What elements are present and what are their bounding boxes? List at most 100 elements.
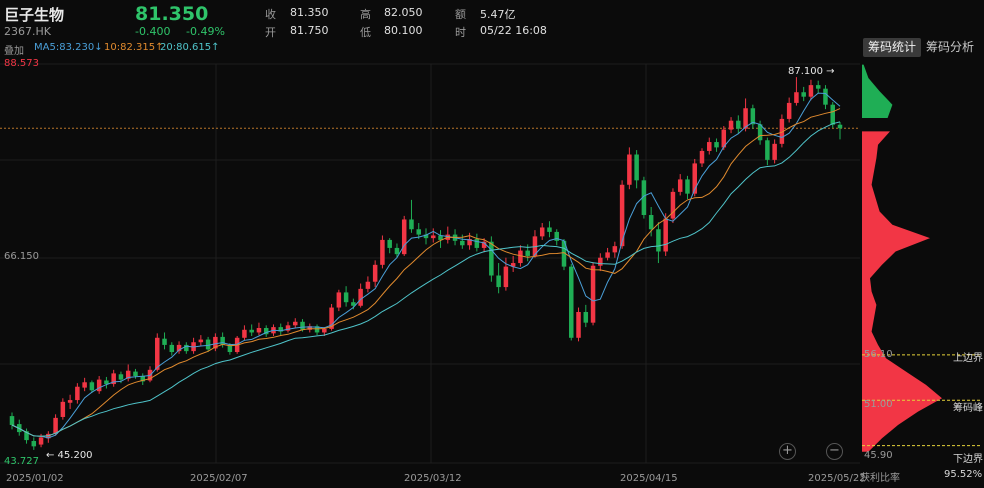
candle-body [605,252,610,258]
candle-body [125,370,131,379]
candle-body [576,311,581,338]
candle-body [598,257,603,266]
candle-body [242,329,247,338]
candle-body [815,85,821,89]
candle-body [721,129,727,148]
candle-body [372,264,378,282]
candle-body [293,321,298,326]
candle-body [380,239,385,265]
stat-label-turnover: 额 [455,8,466,21]
date-label-4: 2025/05/22 [808,473,866,484]
candle-body [663,218,668,252]
candle-body [794,92,799,103]
candle-body [111,373,116,385]
candle-body [227,344,233,353]
ma20-line [11,121,841,437]
candle-body [685,179,690,194]
candle-body [619,184,625,247]
overlay-label[interactable]: 叠加 [4,46,24,57]
chip-peak-value: 51.00 [864,399,893,410]
candle-body [431,235,436,239]
tab-chip-stats[interactable]: 筹码统计 [863,38,922,57]
candle-body [692,163,697,194]
candle-body [786,102,792,119]
price-axis-mid: 66.150 [4,251,39,262]
candle-body [677,179,683,192]
chip-peak-label: 筹码峰 [953,403,983,414]
candle-body [707,142,712,151]
candle-body [162,338,167,345]
candle-body [155,337,160,370]
candle-body [343,292,349,303]
candle-body [24,431,29,441]
candle-body [213,336,218,349]
candle-body [329,307,334,329]
date-label-2: 2025/03/12 [404,473,462,484]
candle-body [830,104,835,125]
candle-body [801,92,806,97]
upper-bound-label: 上边界 [953,353,983,364]
date-label-0: 2025/01/02 [6,473,64,484]
candle-body [503,266,509,288]
stock-name: 巨子生物 [4,6,65,24]
candle-body [169,344,175,353]
candle-body [307,326,313,330]
chip-profit-region-green [862,64,893,118]
stat-label-high: 高 [360,8,371,21]
candle-body [460,240,465,246]
candle-body [438,235,443,240]
candle-body [387,239,392,248]
candle-body [641,180,647,216]
ma10-line [11,108,841,437]
candle-body [837,124,843,129]
candle-body [409,219,414,230]
chip-profit-region-red [862,131,942,452]
candle-body [518,250,523,264]
candle-body [249,329,254,333]
stat-value-time: 05/22 16:08 [480,24,547,37]
candle-body [205,339,211,350]
stat-label-low: 低 [360,26,371,39]
last-price: 81.350 [135,3,209,25]
candle-body [9,416,15,425]
candle-body [714,142,719,148]
stat-label-time: 时 [455,26,466,39]
candle-body [728,120,734,130]
lower-bound-value: 45.90 [864,450,893,461]
stat-value-low: 80.100 [384,24,423,37]
ma5-line [11,92,841,439]
candle-body [300,321,305,330]
candle-body [75,386,80,401]
zoom-in-button[interactable]: + [779,443,796,460]
profit-ratio-label: 获利比率 [860,473,900,484]
candle-body [772,143,777,160]
candle-body [256,328,262,333]
candle-body [496,275,501,288]
candle-body [481,241,487,248]
candle-body [583,311,589,323]
candle-body [401,219,407,255]
stat-value-close: 81.350 [290,6,329,19]
candle-body [808,85,814,97]
profit-ratio-value: 95.52% [944,469,983,480]
candle-body [336,292,342,308]
candle-body [648,215,654,230]
candle-body [627,154,632,185]
candle-body [736,120,741,129]
candle-body [220,336,225,345]
candle-body [133,371,138,377]
candle-body [67,400,73,403]
tab-chip-analysis[interactable]: 筹码分析 [926,40,975,54]
candle-body [104,380,109,385]
stat-label-close: 收 [265,8,276,21]
zoom-out-button[interactable]: − [826,443,843,460]
price-axis-top: 88.573 [4,58,39,69]
candle-body [539,227,545,237]
candle-body [532,236,538,256]
candle-body [322,328,327,333]
candle-body [474,239,480,248]
candle-body [547,227,552,232]
candle-body [263,328,269,335]
candle-body [634,154,639,181]
